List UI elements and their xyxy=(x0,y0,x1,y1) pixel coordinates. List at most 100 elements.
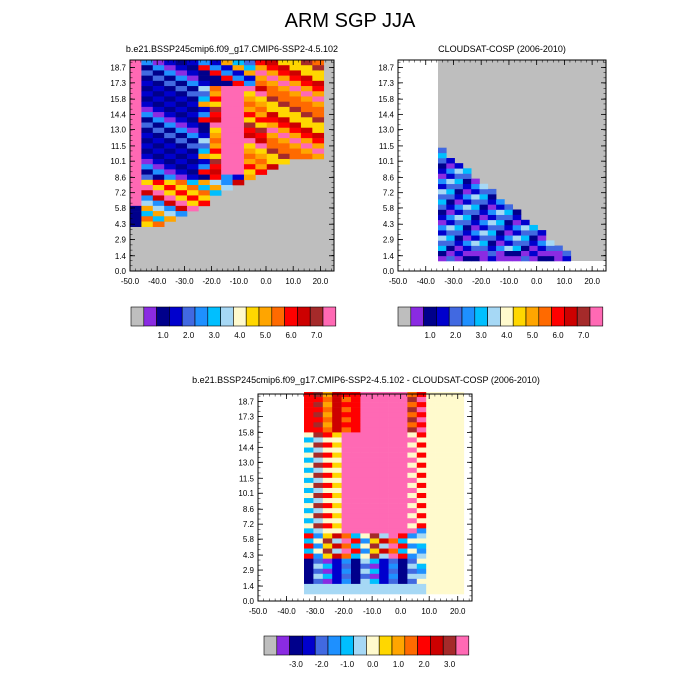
heatmap-cell xyxy=(479,204,489,210)
heatmap-cell xyxy=(130,164,142,170)
heatmap-cell xyxy=(351,397,361,403)
heatmap-cell xyxy=(341,548,352,554)
heatmap-cell xyxy=(313,508,324,514)
x-tick-label: -50.0 xyxy=(121,277,140,286)
heatmap-cell xyxy=(512,240,522,246)
heatmap-cell xyxy=(407,472,418,479)
heatmap-cell xyxy=(130,143,142,149)
heatmap-cell xyxy=(341,503,352,509)
heatmap-cell xyxy=(454,563,465,570)
heatmap-cell xyxy=(255,148,268,155)
heatmap-cell xyxy=(332,528,342,534)
heatmap-cell xyxy=(332,553,342,559)
heatmap-cell xyxy=(141,169,154,175)
heatmap-cell xyxy=(186,91,199,97)
heatmap-cell xyxy=(312,60,325,66)
heatmap-cell xyxy=(312,91,325,97)
heatmap-cell xyxy=(313,427,324,433)
x-tick-label: 20.0 xyxy=(313,277,329,286)
heatmap-cell xyxy=(186,190,199,196)
heatmap-cell xyxy=(304,543,314,549)
heatmap-cell xyxy=(426,548,436,554)
colorbar-label: 2.0 xyxy=(450,331,462,340)
heatmap-cell xyxy=(479,250,489,257)
heatmap-cell xyxy=(332,482,342,489)
heatmap-cell xyxy=(360,583,371,590)
heatmap-cell xyxy=(521,219,530,226)
heatmap-cell xyxy=(152,211,165,217)
heatmap-cell xyxy=(209,96,222,102)
heatmap-cell xyxy=(341,573,352,580)
heatmap-cell xyxy=(209,148,222,155)
heatmap-cell xyxy=(289,148,302,155)
heatmap-cell xyxy=(398,548,408,554)
heatmap-cell xyxy=(388,402,399,408)
heatmap-cell xyxy=(232,96,245,102)
heatmap-cell xyxy=(152,164,165,170)
heatmap-cell xyxy=(232,101,245,108)
heatmap-cell xyxy=(379,538,389,544)
heatmap-cell xyxy=(416,452,427,458)
heatmap-cell xyxy=(454,467,465,474)
heatmap-cell xyxy=(487,235,497,241)
colorbar: -3.0 -2.0 -1.0 0.0 1.0 2.0 3.0 xyxy=(263,635,470,669)
heatmap-cell xyxy=(388,543,399,549)
heatmap-cell xyxy=(462,194,472,200)
heatmap-cell xyxy=(141,185,154,191)
heatmap-cell xyxy=(221,153,233,160)
y-tick-label: 10.1 xyxy=(110,157,126,166)
heatmap-cell xyxy=(360,543,371,549)
heatmap-cell xyxy=(360,563,371,570)
heatmap-cell xyxy=(322,437,333,443)
colorbar-box xyxy=(327,635,342,656)
heatmap-cell xyxy=(289,101,302,108)
heatmap-cell xyxy=(435,548,446,554)
heatmap-cell xyxy=(332,427,342,433)
heatmap-cell xyxy=(232,106,245,113)
heatmap-cell xyxy=(407,402,418,408)
heatmap-cell xyxy=(322,518,333,524)
heatmap-cell xyxy=(341,533,352,539)
heatmap-cell xyxy=(313,548,324,554)
heatmap-cell xyxy=(388,558,399,564)
heatmap-cell xyxy=(360,498,371,504)
heatmap-cell xyxy=(266,138,279,144)
heatmap-cell xyxy=(255,101,268,108)
heatmap-cell xyxy=(232,164,245,170)
heatmap-cell xyxy=(255,169,268,175)
heatmap-cell xyxy=(341,513,352,519)
heatmap-plot xyxy=(398,60,606,271)
heatmap-cell xyxy=(332,467,342,474)
heatmap-cell xyxy=(332,442,342,448)
heatmap-cell xyxy=(289,132,302,139)
colorbar-box xyxy=(169,306,183,327)
axes: -50.0 -40.0 -30.0 -20.0 -10.0 0.0 10.0 20.0 0.0 1… xyxy=(238,393,473,616)
heatmap-cell xyxy=(398,442,408,448)
colorbar-box xyxy=(276,635,290,656)
heatmap-cell xyxy=(445,573,455,580)
heatmap-cell xyxy=(266,101,279,108)
heatmap-cell xyxy=(446,255,455,262)
heatmap-cell xyxy=(521,240,530,246)
heatmap-cell xyxy=(130,96,142,102)
heatmap-cell xyxy=(152,101,165,108)
heatmap-cell xyxy=(369,462,380,469)
heatmap-cell xyxy=(152,221,165,227)
heatmap-cell xyxy=(398,452,408,458)
heatmap-cell xyxy=(232,117,245,123)
heatmap-cell xyxy=(198,190,211,196)
heatmap-cell xyxy=(504,224,513,231)
heatmap-cell xyxy=(341,472,352,479)
heatmap-cell xyxy=(300,138,313,144)
heatmap-cell xyxy=(360,422,371,428)
heatmap-cell xyxy=(426,397,436,403)
heatmap-cell xyxy=(426,472,436,479)
heatmap-cell xyxy=(435,493,446,499)
heatmap-cell xyxy=(379,397,389,403)
heatmap-cell xyxy=(255,80,268,87)
heatmap-cell xyxy=(243,164,256,170)
heatmap-cell xyxy=(322,487,333,494)
colorbar-box xyxy=(297,306,311,327)
heatmap-cell xyxy=(369,558,380,564)
heatmap-cell xyxy=(416,513,427,519)
